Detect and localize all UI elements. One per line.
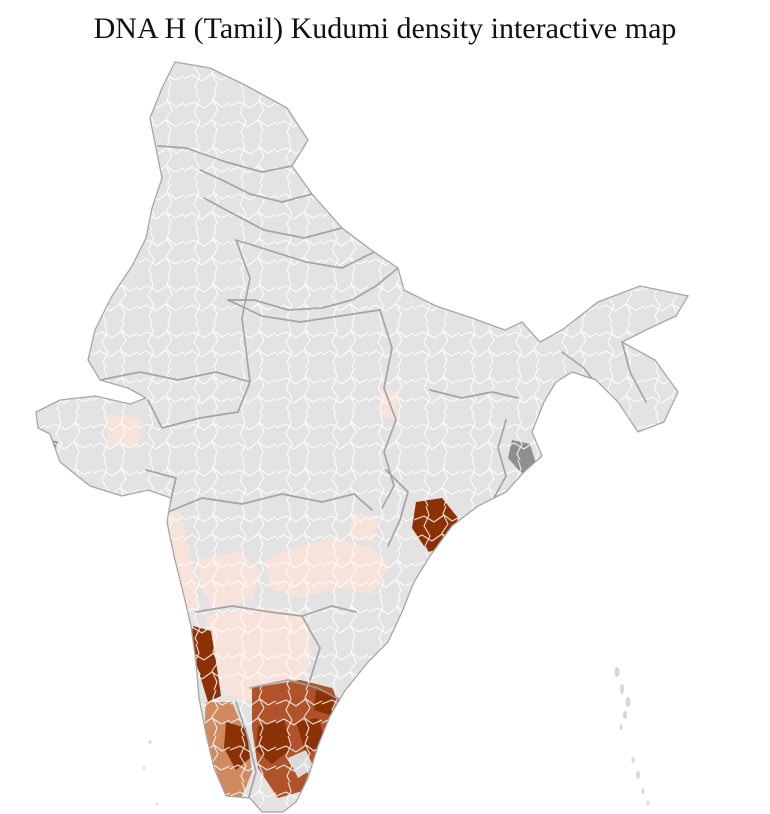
state-border [235,239,251,383]
island [646,800,650,806]
state-border [621,341,647,403]
island [641,788,645,794]
island [625,697,631,707]
andaman-nicobar-islands [614,667,650,806]
lakshadweep-islands [142,740,159,806]
state-border [199,169,313,203]
state-border [99,371,251,429]
island [620,683,624,695]
state-border [249,679,341,701]
state-border [493,419,507,499]
island [636,771,640,779]
state-border [429,389,519,399]
island [619,724,623,730]
state-border [203,197,343,239]
state-border [379,309,397,509]
state-border [167,493,373,513]
state-border [235,701,257,801]
state-borders [99,145,647,801]
state-border [227,267,399,311]
state-border [227,299,381,323]
island [148,740,152,744]
state-border [195,605,357,617]
page-title: DNA H (Tamil) Kudumi density interactive… [93,12,677,45]
island [623,711,627,719]
island [142,766,146,770]
state-border [301,615,321,681]
island [631,757,635,763]
state-border [385,469,409,547]
island [155,802,159,806]
india-coastline [35,61,690,813]
state-border [157,145,293,173]
island [614,667,620,677]
state-border [235,239,375,269]
